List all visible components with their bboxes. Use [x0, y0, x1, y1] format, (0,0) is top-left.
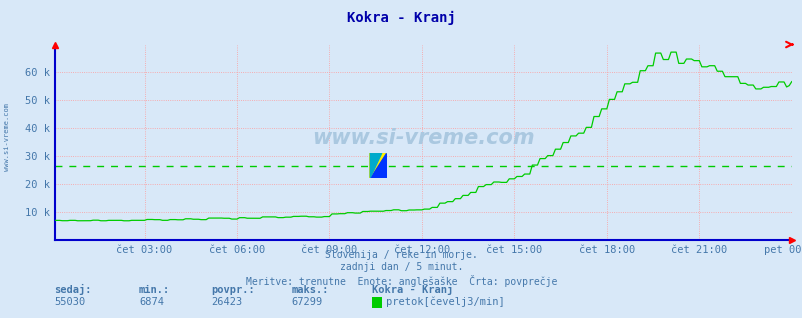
Text: Kokra - Kranj: Kokra - Kranj	[371, 284, 452, 295]
Text: povpr.:: povpr.:	[211, 285, 254, 295]
Text: Meritve: trenutne  Enote: anglešaške  Črta: povprečje: Meritve: trenutne Enote: anglešaške Črta…	[245, 275, 557, 287]
Text: 26423: 26423	[211, 297, 242, 307]
Text: sedaj:: sedaj:	[55, 284, 92, 295]
Text: 55030: 55030	[55, 297, 86, 307]
Polygon shape	[370, 153, 386, 177]
Polygon shape	[370, 153, 381, 177]
Text: www.si-vreme.com: www.si-vreme.com	[4, 103, 10, 171]
Text: www.si-vreme.com: www.si-vreme.com	[311, 128, 534, 149]
Text: 6874: 6874	[139, 297, 164, 307]
Text: min.:: min.:	[139, 285, 170, 295]
Text: maks.:: maks.:	[291, 285, 329, 295]
Text: zadnji dan / 5 minut.: zadnji dan / 5 minut.	[339, 262, 463, 272]
Text: 67299: 67299	[291, 297, 322, 307]
Text: pretok[čevelj3/min]: pretok[čevelj3/min]	[386, 296, 504, 307]
Text: Slovenija / reke in morje.: Slovenija / reke in morje.	[325, 250, 477, 259]
Text: Kokra - Kranj: Kokra - Kranj	[346, 11, 456, 25]
